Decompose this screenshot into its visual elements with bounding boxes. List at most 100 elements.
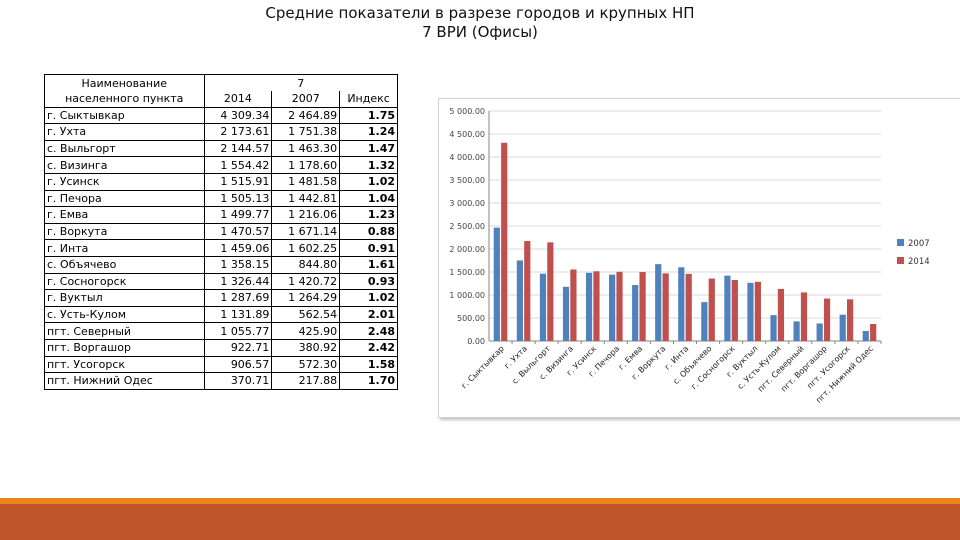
bar-2007-2 xyxy=(516,260,523,341)
index-cell: 2.48 xyxy=(339,322,398,340)
table-row: с. Объячево 1 358.15 844.80 1.61 xyxy=(44,255,398,274)
index-cell: 1.61 xyxy=(339,255,398,274)
col-header-2014: 2014 xyxy=(203,91,273,108)
bar-2014-13 xyxy=(777,288,785,341)
x-tick-label: г. Сыктывкар xyxy=(460,344,506,390)
y-tick-label: 1 500.00 xyxy=(449,268,485,277)
bar-2007-6 xyxy=(609,274,616,341)
value-2014-cell: 1 505.13 xyxy=(203,189,273,208)
bar-chart: 0.00 500.00 1 000.00 1 500.00 2 000.00 2 500.… xyxy=(449,107,930,405)
bar-2007-16 xyxy=(839,314,846,341)
name-cell: г. Воркута xyxy=(44,222,205,241)
chart-container: 0.00 500.00 1 000.00 1 500.00 2 000.00 2 500.… xyxy=(438,98,960,418)
table-row: г. Печора 1 505.13 1 442.81 1.04 xyxy=(44,189,398,208)
value-2014-cell: 1 287.69 xyxy=(203,289,273,307)
value-2007-cell: 1 671.14 xyxy=(271,222,341,241)
legend-label-2007: 2007 xyxy=(908,239,930,249)
legend-swatch-2007 xyxy=(897,239,904,246)
value-2007-cell: 1 216.06 xyxy=(271,206,341,224)
table-row: г. Сыктывкар 4 309.34 2 464.89 1.75 xyxy=(44,106,398,125)
bar-2014-4 xyxy=(570,269,577,341)
table-header-row: Наименование населенного пункта 7 xyxy=(44,74,398,108)
bar-2014-17 xyxy=(870,323,877,341)
value-2014-cell: 4 309.34 xyxy=(203,106,273,125)
bar-2014-7 xyxy=(639,272,646,341)
table-row: с. Выльгорт 2 144.57 1 463.30 1.47 xyxy=(44,139,398,158)
name-header: Наименование населенного пункта xyxy=(44,74,205,108)
bar-2014-3 xyxy=(547,242,554,341)
name-header-line-1: Наименование xyxy=(81,76,167,90)
value-2014-cell: 2 144.57 xyxy=(203,139,273,158)
index-cell: 1.58 xyxy=(339,355,398,374)
y-tick-label: 4 000.00 xyxy=(449,153,485,162)
table-row: с. Визинга 1 554.42 1 178.60 1.32 xyxy=(44,156,398,174)
bar-2007-9 xyxy=(678,267,685,341)
index-cell: 2.42 xyxy=(339,338,398,357)
bar-2007-1 xyxy=(493,227,500,341)
index-cell: 1.70 xyxy=(339,372,398,390)
y-tick-label: 1 000.00 xyxy=(449,291,485,300)
value-2007-cell: 844.80 xyxy=(271,255,341,274)
footer-band-red xyxy=(0,504,960,540)
col-header-2007: 2007 xyxy=(271,91,341,108)
name-cell: с. Усть-Кулом xyxy=(44,305,205,324)
index-cell: 1.47 xyxy=(339,139,398,158)
index-cell: 2.01 xyxy=(339,305,398,324)
bar-2014-2 xyxy=(524,241,531,341)
name-header-line-2: населенного пункта xyxy=(65,91,184,105)
y-tick-label: 500.00 xyxy=(457,314,485,323)
title-line-1: Средние показатели в разрезе городов и к… xyxy=(265,4,695,22)
name-cell: г. Печора xyxy=(44,189,205,208)
index-cell: 1.02 xyxy=(339,289,398,307)
value-2014-cell: 1 131.89 xyxy=(203,305,273,324)
table-row: г. Воркута 1 470.57 1 671.14 0.88 xyxy=(44,222,398,241)
legend-label-2014: 2014 xyxy=(908,257,930,267)
value-2014-cell: 1 470.57 xyxy=(203,222,273,241)
bar-2007-10 xyxy=(701,302,708,341)
table-subheader-row: 2014 2007 Индекс xyxy=(45,91,398,108)
bar-2007-17 xyxy=(862,330,869,341)
table-row: г. Емва 1 499.77 1 216.06 1.23 xyxy=(44,206,398,224)
bar-2007-12 xyxy=(747,282,754,341)
table-row: с. Усть-Кулом 1 131.89 562.54 2.01 xyxy=(44,305,398,324)
value-2007-cell: 1 463.30 xyxy=(271,139,341,158)
name-cell: г. Вуктыл xyxy=(44,289,205,307)
value-2007-cell: 1 751.38 xyxy=(271,123,341,141)
bar-2007-8 xyxy=(655,264,662,341)
bar-2014-9 xyxy=(685,273,692,341)
value-2014-cell: 1 358.15 xyxy=(203,255,273,274)
y-tick-label: 2 500.00 xyxy=(449,222,485,231)
table-row: г. Инта 1 459.06 1 602.25 0.91 xyxy=(44,239,398,257)
value-2014-cell: 1 326.44 xyxy=(203,272,273,291)
bar-2007-4 xyxy=(562,286,570,341)
bar-2014-15 xyxy=(823,298,831,341)
bar-2007-15 xyxy=(816,323,823,341)
index-cell: 1.24 xyxy=(339,123,398,141)
bar-2014-1 xyxy=(501,142,508,341)
bar-2014-10 xyxy=(708,278,715,341)
bar-2007-11 xyxy=(724,275,731,341)
page-title: Средние показатели в разрезе городов и к… xyxy=(0,4,960,42)
name-cell: г. Сыктывкар xyxy=(44,106,205,125)
table-row: г. Ухта 2 173.61 1 751.38 1.24 xyxy=(44,123,398,141)
name-cell: пгт. Усогорск xyxy=(44,355,205,374)
footer-band-orange xyxy=(0,498,960,504)
value-2007-cell: 1 442.81 xyxy=(271,189,341,208)
bar-2007-14 xyxy=(793,321,800,341)
name-cell: пгт. Северный xyxy=(44,322,205,340)
name-cell: пгт. Нижний Одес xyxy=(44,372,205,390)
bar-2007-5 xyxy=(585,272,593,341)
name-cell: с. Объячево xyxy=(44,255,205,274)
bar-2014-6 xyxy=(616,271,623,341)
name-cell: г. Сосногорск xyxy=(44,272,205,291)
index-cell: 0.91 xyxy=(339,239,398,257)
index-cell: 1.02 xyxy=(339,172,398,191)
y-tick-label: 3 000.00 xyxy=(449,199,485,208)
name-cell: пгт. Воргашор xyxy=(44,338,205,357)
value-2014-cell: 370.71 xyxy=(203,372,273,390)
value-2007-cell: 1 481.58 xyxy=(271,172,341,191)
value-2007-cell: 217.88 xyxy=(271,372,341,390)
legend-swatch-2014 xyxy=(897,257,904,264)
index-cell: 0.93 xyxy=(339,272,398,291)
name-cell: г. Емва xyxy=(44,206,205,224)
